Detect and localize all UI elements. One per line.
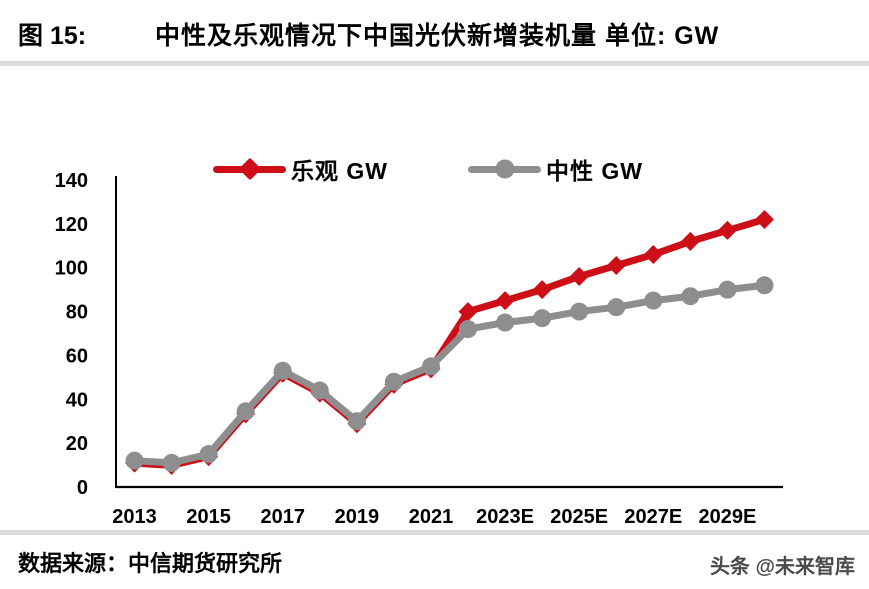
x-axis-tick-label: 2015 [186, 506, 231, 528]
neutral-data-point-marker [570, 302, 589, 321]
neutral-legend-marker [468, 156, 541, 182]
optimistic-data-point-marker [495, 291, 515, 311]
optimistic-data-point-marker [643, 245, 663, 265]
y-axis-tick-label: 0 [77, 477, 88, 499]
neutral-data-point-marker [755, 276, 774, 295]
y-axis-tick-label: 80 [66, 302, 88, 324]
y-axis-tick-label: 60 [66, 345, 88, 367]
y-axis-tick-label: 20 [66, 433, 88, 455]
neutral-data-point-marker [273, 361, 292, 380]
y-axis-tick-label: 120 [55, 214, 88, 236]
footer-divider-rule [0, 530, 869, 535]
neutral-circle-icon [495, 159, 514, 179]
x-axis-tick-label: 2021 [409, 506, 454, 528]
optimistic-data-point-marker [569, 266, 589, 286]
neutral-data-point-marker [644, 291, 663, 310]
neutral-data-point-marker [421, 357, 440, 376]
optimistic-data-point-marker [717, 220, 737, 240]
optimistic-data-point-marker [680, 231, 700, 251]
neutral-data-point-marker [236, 402, 255, 421]
optimistic-data-point-marker [754, 209, 774, 229]
neutral-legend-label: 中性 GW [546, 158, 643, 184]
neutral-data-point-marker [681, 287, 700, 306]
x-axis-tick-label: 2027E [624, 506, 682, 528]
optimistic-legend-marker [213, 156, 286, 182]
optimistic-data-point-marker [532, 280, 552, 300]
y-axis-tick-label: 140 [55, 170, 88, 192]
optimistic-legend-label: 乐观 GW [291, 158, 388, 184]
neutral-data-point-marker [533, 309, 552, 328]
neutral-data-point-marker [496, 313, 515, 332]
neutral-data-point-marker [607, 298, 626, 317]
legend-item-optimistic: 乐观 GW [213, 152, 388, 186]
neutral-data-point-marker [718, 280, 737, 299]
optimistic-data-point-marker [606, 256, 626, 276]
neutral-data-point-marker [199, 445, 218, 464]
neutral-data-point-marker [384, 372, 403, 391]
x-axis-tick-label: 2023E [476, 506, 534, 528]
neutral-data-point-marker [459, 320, 478, 339]
figure-number-label: 图 15: [18, 22, 87, 50]
title-divider-rule [0, 61, 869, 66]
legend-item-neutral: 中性 GW [468, 152, 643, 186]
neutral-data-point-marker [162, 453, 181, 472]
x-axis-tick-label: 2019 [335, 506, 380, 528]
data-source-text: 数据来源：中信期货研究所 [18, 551, 283, 576]
y-axis-tick-label: 100 [55, 258, 88, 280]
x-axis-tick-label: 2017 [261, 506, 306, 528]
neutral-data-point-marker [125, 451, 144, 470]
x-axis-tick-label: 2029E [698, 506, 756, 528]
optimistic-data-point-marker [458, 302, 478, 322]
y-axis-tick-label: 40 [66, 389, 88, 411]
figure-title: 中性及乐观情况下中国光伏新增装机量 单位: GW [155, 22, 720, 50]
x-axis-tick-label: 2025E [550, 506, 608, 528]
watermark-text: 头条 @未来智库 [709, 556, 855, 578]
neutral-data-point-marker [347, 412, 366, 431]
neutral-data-point-marker [310, 381, 329, 400]
chart-legend: 乐观 GW 中性 GW [213, 152, 643, 186]
x-axis-tick-label: 2013 [112, 506, 157, 528]
